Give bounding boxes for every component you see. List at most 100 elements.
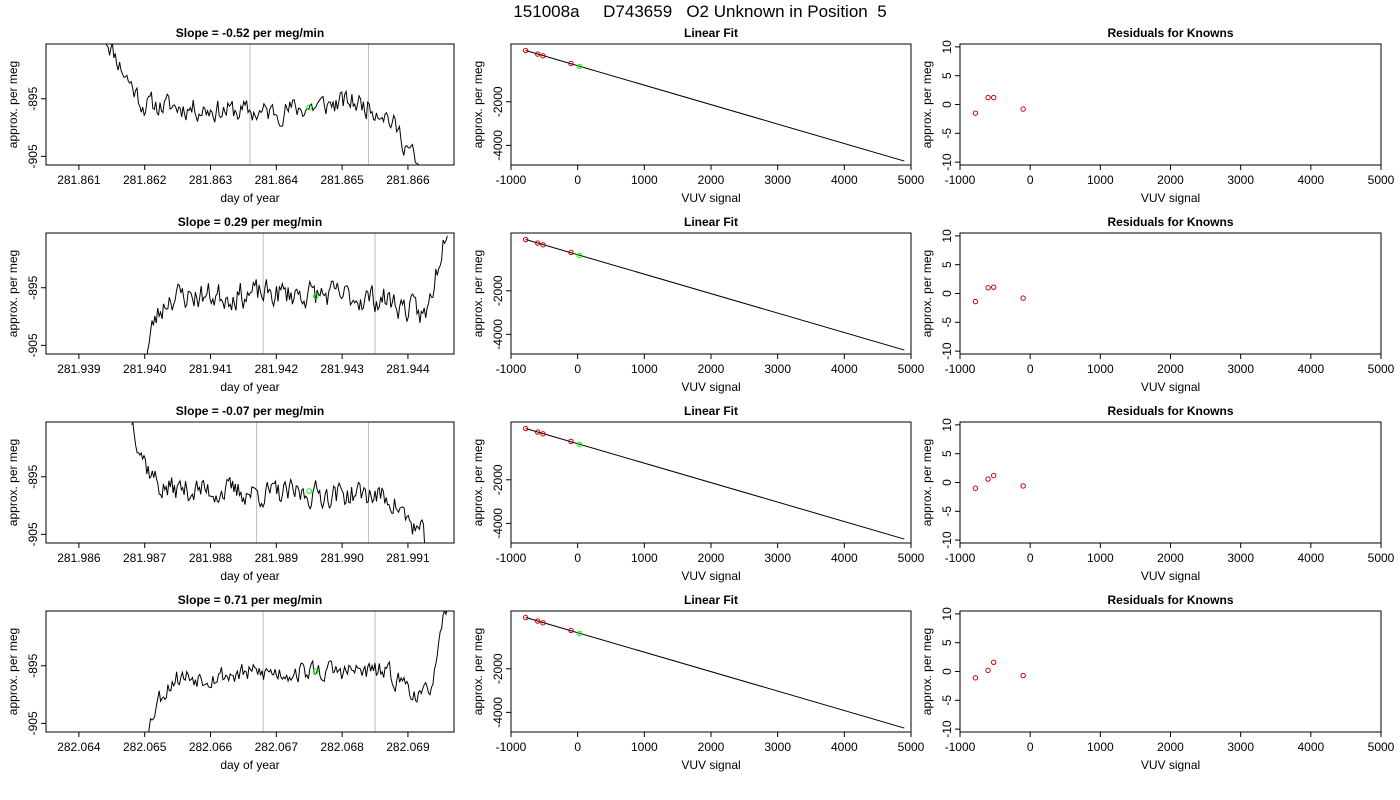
panel-fit-row4: Linear Fit -1000 0 1000 2000 3000 4000 5000 -200… [471, 593, 925, 772]
panel-title: Slope = 0.29 per meg/min [178, 215, 322, 229]
y-tick-label: 0 [940, 479, 954, 486]
y-tick-label: 5 [940, 639, 954, 646]
y-tick-label: -10 [940, 531, 954, 549]
x-tick-label: 0 [1027, 740, 1034, 754]
x-tick-label: 3000 [764, 173, 791, 187]
plot-frame [959, 232, 1382, 355]
plot-frame [510, 232, 912, 355]
x-tick-label: 281.865 [320, 173, 364, 187]
x-tick-label: 1000 [1087, 740, 1114, 754]
x-tick-label: 5000 [1368, 362, 1395, 376]
y-tick-label: 10 [940, 40, 954, 54]
y-tick-label: -905 [26, 522, 40, 546]
y-axis-label: approx. per meg [6, 439, 20, 526]
y-tick-label: -4000 [491, 130, 505, 161]
x-axis-label: VUV signal [681, 191, 740, 205]
x-tick-label: 2000 [698, 362, 725, 376]
x-tick-label: -1000 [496, 173, 527, 187]
signal-trace [146, 235, 448, 354]
x-tick-label: 4000 [831, 740, 858, 754]
y-tick-label: 10 [940, 607, 954, 621]
y-tick-label: -2000 [491, 86, 505, 117]
residual-point [972, 485, 979, 491]
known-point [568, 438, 574, 445]
y-tick-label: -905 [26, 333, 40, 357]
x-tick-label: 281.991 [386, 551, 430, 565]
x-tick-label: 0 [1027, 173, 1034, 187]
plot-frame [45, 232, 455, 355]
y-axis-label: approx. per meg [471, 439, 485, 526]
x-tick-label: 281.866 [386, 173, 430, 187]
x-tick-label: 3000 [1227, 362, 1254, 376]
panels-grid: Slope = -0.52 per meg/min 281.861 281.862 2… [6, 26, 1395, 772]
panel-fit-row2: Linear Fit -1000 0 1000 2000 3000 4000 5000 -200… [471, 215, 925, 394]
x-tick-label: 3000 [764, 362, 791, 376]
plot-frame [510, 43, 912, 166]
known-point [568, 60, 574, 67]
x-tick-label: 3000 [764, 740, 791, 754]
x-tick-label: -1000 [945, 362, 976, 376]
y-tick-label: -895 [26, 653, 40, 677]
x-axis-label: VUV signal [681, 380, 740, 394]
plot-area [972, 659, 1026, 681]
signal-trace [105, 44, 420, 165]
residual-point [1020, 295, 1026, 301]
y-axis-label: approx. per meg [920, 250, 934, 337]
panel-residuals-row2: Residuals for Knowns -1000 0 1000 2000 3000 40… [920, 215, 1395, 394]
y-axis-label: approx. per meg [471, 250, 485, 337]
y-tick-label: 0 [940, 290, 954, 297]
x-axis-label: day of year [220, 380, 279, 394]
residual-point [985, 94, 991, 101]
y-tick-label: 0 [940, 668, 954, 675]
residual-point [1020, 483, 1026, 489]
y-axis-label: approx. per meg [920, 61, 934, 148]
x-tick-label: 5000 [898, 362, 925, 376]
known-point [522, 614, 529, 621]
y-tick-label: 10 [940, 229, 954, 243]
panel-timeseries-row3: Slope = -0.07 per meg/min 281.986 281.987 2… [6, 404, 455, 583]
x-tick-label: 4000 [1297, 740, 1324, 754]
x-axis-label: VUV signal [1141, 191, 1200, 205]
x-tick-label: 1000 [1087, 173, 1114, 187]
plot-frame [45, 610, 455, 733]
panel-residuals-row4: Residuals for Knowns -1000 0 1000 2000 3000 40… [920, 593, 1395, 772]
unknown-point [576, 252, 583, 259]
x-tick-label: 5000 [1368, 173, 1395, 187]
fit-line [525, 428, 905, 540]
plot-frame [959, 43, 1382, 166]
x-tick-label: 4000 [831, 173, 858, 187]
x-tick-label: 282.064 [57, 740, 101, 754]
residual-point [972, 298, 979, 305]
x-tick-label: 281.990 [320, 551, 364, 565]
x-tick-label: 1000 [631, 362, 658, 376]
x-tick-label: 281.940 [123, 362, 167, 376]
known-point [534, 51, 541, 57]
x-tick-label: 282.068 [320, 740, 364, 754]
x-tick-label: 281.986 [57, 551, 101, 565]
plot-area [972, 94, 1026, 116]
panel-title: Residuals for Knowns [1107, 215, 1233, 229]
panel-title: Linear Fit [684, 215, 738, 229]
plot-area [131, 422, 426, 543]
plot-frame [45, 43, 455, 166]
y-axis-label: approx. per meg [6, 61, 20, 148]
residual-point [990, 94, 997, 101]
plot-frame [45, 421, 455, 544]
y-axis-label: approx. per meg [6, 250, 20, 337]
unknown-point [312, 668, 319, 675]
panel-title: Linear Fit [684, 404, 738, 418]
y-tick-label: 5 [940, 450, 954, 457]
unknown-point [576, 63, 583, 70]
x-tick-label: 0 [1027, 362, 1034, 376]
x-tick-label: 5000 [1368, 740, 1395, 754]
x-tick-label: 281.988 [189, 551, 233, 565]
figure-title: 151008a D743659 O2 Unknown in Position 5 [513, 2, 886, 21]
x-axis-label: day of year [220, 758, 279, 772]
residual-point [985, 285, 991, 291]
fit-line [525, 617, 905, 729]
y-tick-label: -905 [26, 144, 40, 168]
plot-area [522, 236, 905, 351]
panel-timeseries-row1: Slope = -0.52 per meg/min 281.861 281.862 2… [6, 26, 455, 205]
panel-title: Residuals for Knowns [1107, 404, 1233, 418]
y-axis-label: approx. per meg [6, 628, 20, 715]
